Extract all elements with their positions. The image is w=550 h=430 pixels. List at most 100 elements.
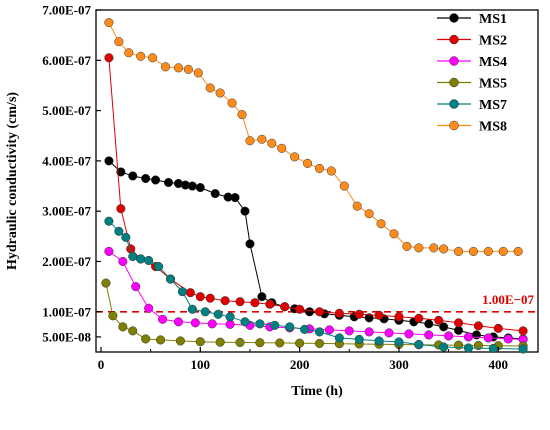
data-point [230, 193, 240, 203]
data-point [339, 181, 349, 191]
data-point [187, 181, 197, 191]
data-point [136, 254, 146, 264]
x-tick-label: 100 [191, 357, 211, 372]
data-point [183, 64, 193, 74]
reference-line-label: 1.00E−07 [482, 292, 534, 307]
series-line [108, 57, 524, 332]
data-point [334, 308, 344, 318]
legend-label: MS8 [479, 120, 507, 135]
data-point [190, 318, 200, 328]
legend-item-ms1: MS1 [437, 12, 507, 27]
legend-label: MS1 [479, 12, 507, 27]
data-point [210, 189, 220, 199]
y-tick-label: 3.00E-07 [42, 204, 91, 219]
y-axis-title: Hydraulic conductivity (cm/s) [5, 92, 20, 270]
data-point [195, 292, 205, 302]
data-point [116, 204, 126, 214]
data-point [503, 334, 513, 344]
data-point [376, 219, 386, 229]
data-point [267, 138, 277, 148]
data-point [205, 83, 215, 93]
y-tick-label: 4.00E-07 [42, 153, 91, 168]
data-point [177, 287, 187, 297]
data-point [104, 18, 114, 28]
data-point [265, 299, 275, 309]
data-point [215, 337, 225, 347]
x-axis-title: Time (h) [291, 384, 343, 399]
data-point [463, 343, 474, 353]
data-point [354, 334, 364, 344]
data-point [429, 243, 439, 253]
data-point [104, 156, 114, 166]
data-point [205, 293, 215, 303]
data-point [488, 343, 498, 354]
data-point [483, 333, 493, 343]
data-point [207, 319, 217, 329]
data-point [195, 337, 205, 347]
data-point [118, 256, 128, 267]
data-point [285, 322, 295, 332]
data-point [104, 53, 114, 63]
data-point [453, 246, 464, 256]
data-point [414, 243, 424, 253]
data-point [240, 317, 250, 327]
data-point [245, 239, 255, 249]
data-point [173, 317, 183, 327]
data-point [498, 246, 508, 256]
data-point [118, 322, 128, 332]
legend-label: MS7 [479, 98, 507, 113]
data-point [240, 206, 250, 216]
data-point [434, 315, 444, 325]
data-point [227, 98, 237, 108]
data-point [220, 296, 230, 306]
data-point [160, 62, 171, 72]
data-point [215, 88, 225, 98]
data-point [114, 226, 124, 236]
data-point [195, 182, 205, 193]
data-point [314, 307, 325, 317]
data-point [275, 338, 285, 348]
data-point [295, 304, 305, 314]
data-point [255, 338, 265, 348]
data-point [270, 320, 280, 330]
data-point [187, 304, 197, 314]
legend-marker [449, 120, 459, 131]
data-point [439, 322, 449, 332]
data-point [200, 307, 210, 317]
y-tick-label: 6.00E-07 [42, 53, 91, 68]
data-point [453, 318, 464, 328]
data-point [154, 261, 164, 272]
data-point [295, 338, 305, 348]
series-ms8 [104, 18, 523, 256]
data-point [163, 177, 174, 188]
legend-item-ms7: MS7 [437, 98, 507, 113]
data-point [324, 325, 334, 335]
data-point [114, 37, 124, 47]
data-point [354, 309, 364, 319]
data-point [518, 344, 528, 354]
data-point [463, 332, 474, 342]
data-point [305, 307, 315, 317]
plot-area-border [95, 9, 539, 353]
data-point [326, 166, 336, 176]
legend-label: MS2 [479, 34, 507, 49]
data-point [173, 63, 183, 73]
data-point [290, 152, 300, 162]
legend-item-ms4: MS4 [437, 55, 507, 70]
legend-marker [449, 13, 459, 23]
data-point [334, 333, 344, 343]
legend-label: MS4 [479, 55, 507, 70]
data-point [483, 246, 493, 256]
data-point [108, 311, 118, 321]
data-point [235, 337, 245, 347]
data-point [303, 158, 313, 168]
data-point [468, 246, 478, 256]
data-point [394, 337, 404, 347]
data-point [439, 244, 449, 254]
series-ms4 [104, 246, 528, 344]
data-point [128, 251, 138, 261]
data-point [144, 255, 154, 266]
legend-item-ms2: MS2 [437, 34, 507, 49]
data-point [364, 209, 374, 219]
